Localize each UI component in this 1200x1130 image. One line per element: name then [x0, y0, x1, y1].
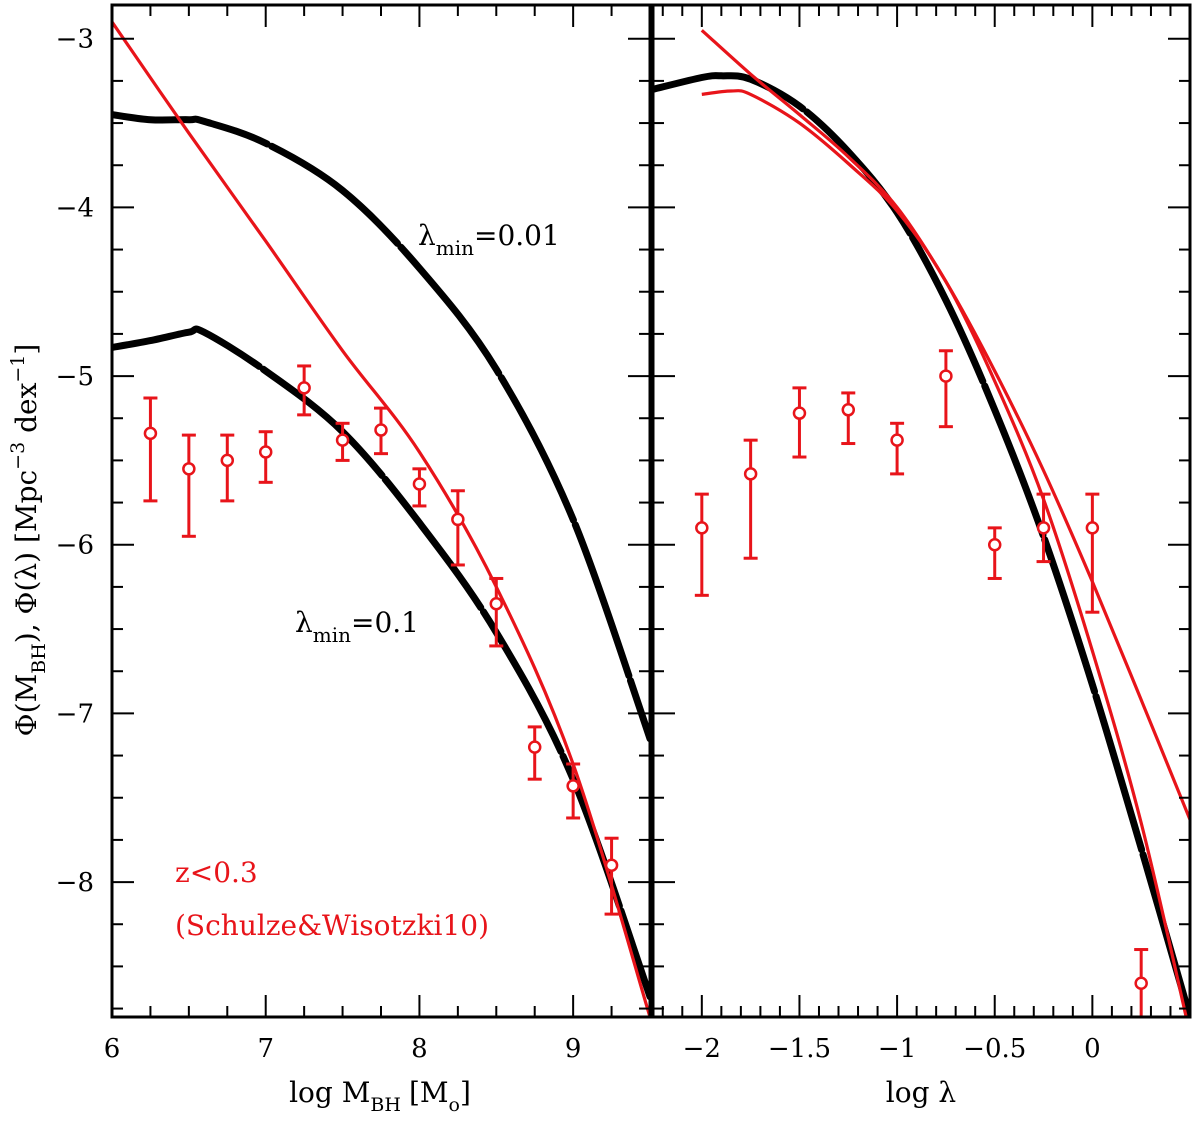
right-x-tick-label: −1.5: [768, 1034, 831, 1064]
legend-redshift: z<0.3: [175, 856, 258, 889]
left-x-tick-label: 9: [565, 1034, 582, 1064]
left-x-tick-label: 7: [257, 1034, 274, 1064]
left-data-point: [489, 576, 504, 648]
left-data-marker: [489, 597, 504, 611]
left-data-marker: [527, 740, 542, 754]
right-data-marker: [792, 406, 807, 420]
right-x-tick-label: −1: [878, 1034, 916, 1064]
left-data-marker: [335, 433, 350, 447]
left-y-tick-label: −3: [56, 25, 94, 55]
right-data-marker: [1085, 521, 1100, 535]
right-fit-curve-1: [700, 29, 1190, 821]
left-data-marker: [258, 445, 273, 459]
left-y-tick-label: −8: [56, 868, 94, 898]
right-tick-labels: −2 −1.5 −1 −0.5 0: [683, 1034, 1101, 1064]
annotation-lambda-001: λmin=0.01: [418, 219, 560, 260]
left-data-point: [374, 406, 388, 456]
right-data-point: [694, 492, 709, 597]
left-data-marker: [604, 858, 619, 872]
left-data-marker: [143, 426, 158, 441]
left-data-marker: [566, 779, 580, 793]
left-x-tick-label: 8: [411, 1034, 428, 1064]
right-data-point: [841, 391, 856, 446]
left-y-tick-label: −5: [56, 362, 94, 392]
legend-reference: (Schulze&Wisotzki10): [175, 909, 489, 942]
left-model-curve-0: [112, 111, 650, 743]
right-data-marker: [841, 403, 856, 417]
right-data-marker: [1134, 976, 1148, 991]
left-data-marker: [451, 512, 465, 527]
left-fit-curve-2: [112, 20, 650, 1017]
right-data-marker: [939, 369, 953, 383]
right-frame: [651, 3, 1192, 1019]
right-ticks: [653, 5, 1191, 1017]
right-data-marker: [695, 521, 709, 535]
left-ticks: [111, 5, 651, 1017]
left-data-point: [258, 430, 273, 484]
right-panel: −2 −1.5 −1 −0.5 0 log λ: [651, 3, 1192, 1109]
y-axis-label: Φ(MBH), Φ(λ) [Mpc−3 dex−1]: [7, 344, 50, 737]
right-data-point: [1036, 492, 1051, 564]
right-model-curve-0: [653, 72, 1190, 1017]
left-data-point: [527, 725, 542, 781]
right-series-group: [653, 29, 1190, 1017]
right-data-point: [743, 438, 758, 560]
left-data-point: [566, 762, 581, 820]
right-data-marker: [743, 467, 758, 481]
right-x-tick-label: −0.5: [963, 1034, 1026, 1064]
left-data-point: [220, 433, 235, 503]
left-series-group: [112, 20, 650, 1017]
left-data-marker: [220, 453, 235, 468]
left-data-point: [181, 433, 196, 538]
left-plot-area: [112, 20, 650, 1017]
right-data-point: [792, 386, 807, 459]
right-data-marker: [1036, 521, 1051, 535]
left-y-tick-label: −6: [56, 531, 94, 561]
right-data-point: [1085, 492, 1100, 614]
right-plot-area: [653, 29, 1190, 1017]
left-data-point: [604, 836, 619, 916]
left-data-point: [143, 396, 158, 503]
right-data-point: [987, 526, 1002, 580]
right-data-marker: [890, 433, 904, 447]
left-tick-labels: 6 7 8 9 −3 −4 −5 −6 −7 −8: [56, 25, 582, 1064]
left-x-axis-label: log MBH [Mo]: [289, 1076, 471, 1116]
annotation-lambda-01: λmin=0.1: [295, 606, 419, 647]
left-x-tick-label: 6: [104, 1034, 121, 1064]
left-y-tick-label: −7: [56, 699, 94, 729]
left-y-tick-label: −4: [56, 193, 94, 223]
right-x-axis-label: log λ: [886, 1076, 956, 1109]
right-data-point: [938, 349, 953, 429]
left-data-point: [335, 421, 350, 462]
left-data-marker: [182, 462, 196, 476]
right-data-point: [890, 421, 905, 476]
right-x-tick-label: −2: [683, 1034, 721, 1064]
right-data-marker: [987, 537, 1002, 552]
left-data-marker: [374, 423, 388, 437]
right-x-tick-label: 0: [1084, 1034, 1101, 1064]
right-data-point: [1134, 948, 1149, 1017]
right-fit-curve-2: [701, 89, 1188, 1017]
left-data-point: [297, 364, 312, 417]
left-data-point: [412, 467, 427, 508]
left-data-marker: [297, 381, 311, 395]
left-data-marker: [412, 477, 427, 491]
left-data-point: [450, 489, 465, 567]
left-panel: 6 7 8 9 −3 −4 −5 −6 −7 −8 λmin=0.01 λmin=0.1 z<0.…: [7, 3, 652, 1116]
